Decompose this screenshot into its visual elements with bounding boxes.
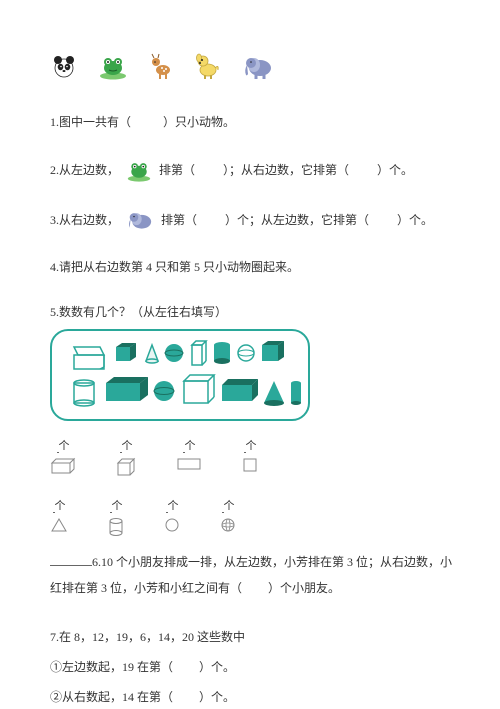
- q5-text: 5.数数有几个？（从左往右填写）: [50, 303, 227, 322]
- deer-icon: [148, 50, 174, 85]
- q6-prefix: 6.10 个小朋友排成一排，从左边数，小芳排在第 3 位；从右边数，小: [92, 555, 452, 569]
- triangle-icon: [50, 517, 68, 533]
- q2-prefix: 2.从左边数，: [50, 161, 119, 180]
- q1-suffix: ）只小动物。: [163, 113, 235, 132]
- q1-prefix: 1.图中一共有（: [50, 113, 131, 132]
- unit-label: 个: [59, 440, 70, 452]
- cube-icon: [116, 457, 136, 477]
- frog-icon: [98, 52, 128, 85]
- question-5: 5.数数有几个？（从左往右填写）: [50, 303, 460, 322]
- unit-label: 个: [122, 440, 133, 452]
- q3-mid2: ）个；从左边数，它排第（: [225, 211, 369, 230]
- q2-suffix: ）个。: [377, 161, 413, 180]
- sphere-icon: [220, 517, 236, 533]
- count-sphere: 个: [220, 497, 236, 537]
- count-square: 个: [242, 437, 258, 477]
- q7-sub1-prefix: ①左边数起，19 在第（: [50, 660, 173, 674]
- unit-label: 个: [185, 440, 196, 452]
- question-6: 6.10 个小朋友排成一排，从左边数，小芳排在第 3 位；从右边数，小 红排在第…: [50, 549, 460, 602]
- q7-sub2-prefix: ②从右数起，14 在第（: [50, 690, 173, 704]
- count-rect: 个: [176, 437, 202, 477]
- q7-line1: 7.在 8，12，19，6，14，20 这些数中: [50, 625, 460, 649]
- q7-sub1-suffix: ）个。: [199, 660, 235, 674]
- question-3: 3.从右边数， 排第（ ）个；从左边数，它排第（ ）个。: [50, 208, 460, 232]
- panda-icon: [50, 52, 78, 85]
- count-cube: 个: [116, 437, 136, 477]
- count-cuboid: 个: [50, 437, 76, 477]
- question-7: 7.在 8，12，19，6，14，20 这些数中 ①左边数起，19 在第（ ）个…: [50, 625, 460, 709]
- animal-row: [50, 50, 460, 85]
- q3-suffix: ）个。: [397, 211, 433, 230]
- count-circle: 个: [164, 497, 180, 537]
- count-row-1: 个 个 个 个: [50, 437, 460, 477]
- q4-text: 4.请把从右边数第 4 只和第 5 只小动物圈起来。: [50, 258, 299, 277]
- count-row-2: 个 个 个 个: [50, 497, 460, 537]
- question-2: 2.从左边数， 排第（ ）；从右边数，它排第（ ）个。: [50, 158, 460, 182]
- q6-suffix: ）个小朋友。: [268, 581, 340, 595]
- unit-label: 个: [55, 500, 66, 512]
- count-triangle: 个: [50, 497, 68, 537]
- question-4: 4.请把从右边数第 4 只和第 5 只小动物圈起来。: [50, 258, 460, 277]
- q2-mid2: ）；从右边数，它排第（: [223, 161, 349, 180]
- q3-prefix: 3.从右边数，: [50, 211, 119, 230]
- shapes-box: [50, 329, 310, 421]
- q2-mid: 排第（: [159, 161, 195, 180]
- count-cylinder: 个: [108, 497, 124, 537]
- frog-inline-icon: [126, 158, 152, 182]
- cuboid-icon: [50, 457, 76, 475]
- elephant-inline-icon: [126, 208, 154, 232]
- unit-label: 个: [168, 500, 179, 512]
- q6-line2: 红排在第 3 位，小芳和小红之间有（: [50, 581, 242, 595]
- square-icon: [242, 457, 258, 473]
- unit-label: 个: [112, 500, 123, 512]
- cylinder-icon: [108, 517, 124, 537]
- circle-icon: [164, 517, 180, 533]
- q7-sub2-suffix: ）个。: [199, 690, 235, 704]
- dog-icon: [194, 50, 222, 85]
- unit-label: 个: [246, 440, 257, 452]
- question-1: 1.图中一共有（ ）只小动物。: [50, 113, 460, 132]
- q3-mid: 排第（: [161, 211, 197, 230]
- rect-icon: [176, 457, 202, 471]
- unit-label: 个: [224, 500, 235, 512]
- elephant-icon: [242, 52, 274, 85]
